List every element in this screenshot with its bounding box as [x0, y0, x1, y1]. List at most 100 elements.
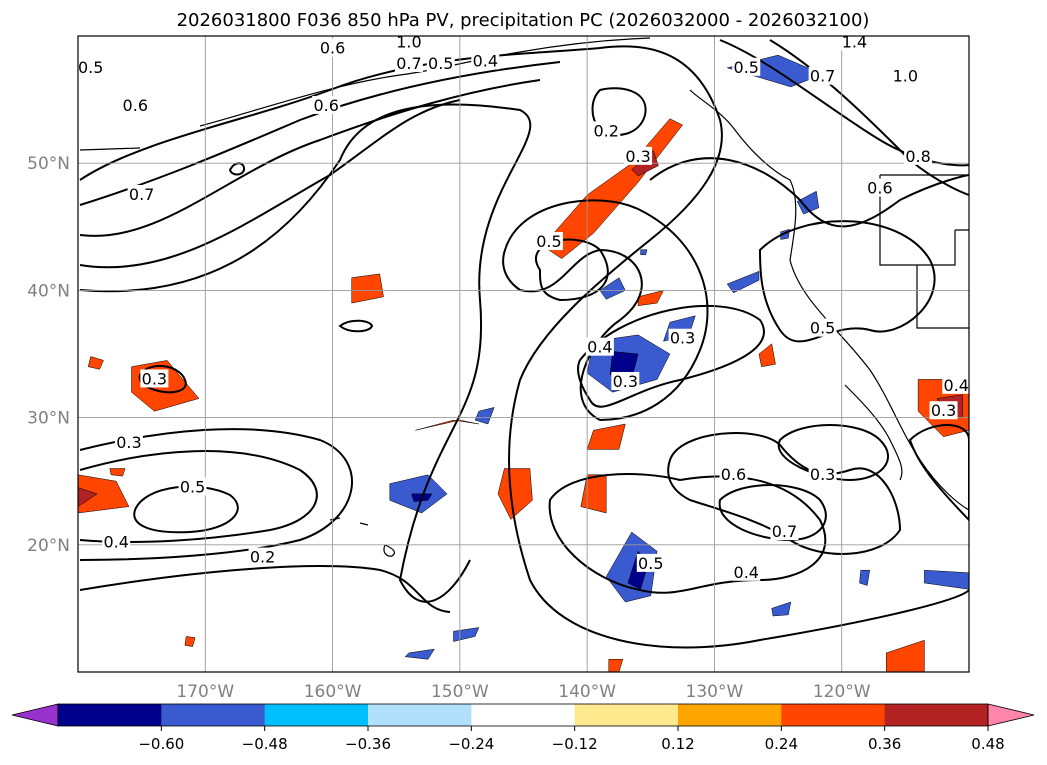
colorbar-segment [58, 704, 162, 726]
contour-label: 0.3 [142, 369, 167, 388]
contour-label: 0.3 [670, 329, 695, 348]
pv-contour-line [591, 87, 647, 136]
colorbar-extend-high [987, 703, 1035, 727]
contour-label-halo [394, 36, 423, 51]
pv-contour-line [79, 47, 601, 181]
contour-label-halo [114, 433, 143, 452]
pv-contour-line [79, 79, 541, 237]
colorbar-segment [678, 704, 782, 726]
pv-contour-line [79, 428, 354, 561]
contour-label-halo [840, 36, 869, 51]
lon-tick-label: 160°W [304, 682, 362, 702]
contour-label: 0.2 [594, 121, 619, 140]
map-background [78, 36, 969, 672]
pv-contour-line [508, 45, 969, 649]
contour-label: 1.0 [396, 32, 421, 51]
contour-label: 0.6 [313, 96, 338, 115]
colorbar-tick-label: −0.12 [552, 735, 598, 753]
contour-label: 0.4 [587, 338, 612, 357]
pv-contours [79, 39, 969, 649]
contour-label-halo [127, 185, 156, 203]
pv-contour-line [719, 39, 969, 167]
precip-region [474, 407, 495, 425]
precip-region [886, 639, 925, 672]
coastline-baja [844, 384, 903, 481]
contour-label: 0.3 [931, 401, 956, 420]
pv-contour-line [769, 39, 969, 196]
coastline-hawaii [329, 517, 396, 557]
pv-contour-line [338, 319, 374, 333]
colorbar-segment [884, 704, 989, 726]
precip-region [771, 601, 792, 617]
precip-region [404, 648, 435, 660]
pv-contour-line [79, 450, 318, 543]
pv-contour-line [79, 103, 532, 603]
precip-region [415, 419, 479, 431]
contour-label: 0.3 [625, 147, 650, 166]
contour-label: 0.4 [734, 563, 759, 582]
colorbar-tick-label: −0.60 [138, 735, 184, 753]
contour-label: 0.5 [734, 58, 759, 77]
contour-label-halo [668, 328, 697, 347]
contour-label-halo [585, 337, 614, 356]
colorbar-extend-low [11, 703, 59, 727]
colorbar-frame [57, 703, 989, 727]
contour-label-halo [808, 464, 837, 483]
contour-label: 0.6 [123, 96, 148, 115]
contour-label-halo [140, 369, 169, 388]
contour-label-halo [178, 477, 207, 496]
contour-label: 0.5 [536, 232, 561, 251]
contour-label: 0.7 [129, 185, 154, 204]
precip-region [184, 636, 196, 647]
colorbar-tick-label: 0.48 [971, 735, 1004, 753]
contour-label-halo [636, 553, 665, 572]
contour-label-halo [808, 66, 837, 85]
pv-contour-line [228, 162, 246, 176]
colorbar-tick-label: −0.36 [345, 735, 391, 753]
precip-region [726, 270, 760, 294]
state-borders [879, 174, 969, 329]
contour-label-halo [732, 57, 761, 76]
precip-region [637, 290, 664, 306]
precip-region [497, 468, 533, 520]
colorbar-segment [471, 704, 576, 726]
contour-label-halo [942, 375, 969, 394]
colorbar-tick-label: −0.24 [448, 735, 494, 753]
contour-label: 0.7 [772, 522, 797, 541]
precip-region [78, 474, 130, 514]
colorbar-tick-label: 0.24 [765, 735, 798, 753]
contour-label-halo [770, 522, 799, 541]
map-plot-area: 0.5 0.6 0.7 0.6 0.6 0.7 0.5 0.4 1.0 0.2 0.3 0.5 0.3 0… [77, 32, 970, 673]
precip-region [608, 659, 624, 672]
pv-contour-line [79, 61, 561, 206]
coastline-na-west [689, 89, 969, 511]
contour-label: 0.6 [721, 465, 746, 484]
map-layers: 0.5 0.6 0.7 0.6 0.6 0.7 0.5 0.4 1.0 0.2 0.3 0.5 0.3 0… [78, 32, 969, 672]
contour-label: 0.8 [905, 147, 930, 166]
map-frame [77, 35, 970, 673]
contour-label-halo [78, 57, 105, 76]
contour-label-halo [248, 547, 277, 566]
contour-label: 0.6 [320, 39, 345, 58]
contour-label: 0.5 [638, 554, 663, 573]
contour-label: 0.5 [180, 478, 205, 497]
lat-tick-label: 40°N [27, 281, 70, 301]
pv-contour-line [577, 304, 765, 408]
colorbar-segment [161, 704, 266, 726]
pv-contour-line [758, 220, 936, 343]
lat-tick-label: 50°N [27, 154, 70, 174]
lon-tick-label: 170°W [176, 682, 234, 702]
pv-contour-line [718, 484, 827, 542]
contour-label: 0.2 [250, 548, 275, 567]
pv-contour-line [133, 485, 239, 534]
contour-label-halo [394, 53, 423, 72]
pv-contour-line [502, 199, 709, 422]
contour-label: 0.4 [103, 532, 128, 551]
pv-contour-line [79, 565, 451, 613]
precip-region [640, 249, 648, 256]
contour-label: 1.0 [893, 67, 918, 86]
contour-label: 0.7 [396, 54, 421, 73]
contour-label: 0.5 [428, 54, 453, 73]
precip-region [796, 190, 820, 215]
